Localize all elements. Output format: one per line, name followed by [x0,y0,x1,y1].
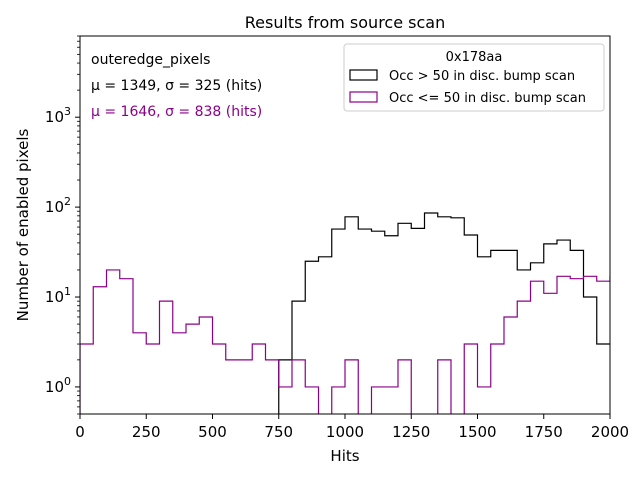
annotation-stats-occ-le-50: μ = 1646, σ = 838 (hits) [91,104,262,120]
y-axis: 100 101 102 103 [45,35,80,415]
x-tick-label: 2000 [591,423,629,441]
legend-title: 0x178aa [446,50,503,65]
histogram-series-1 [80,269,610,414]
x-tick-label: 1500 [458,423,496,441]
x-tick-label: 1000 [326,423,364,441]
legend-label-occ-le-50: Occ <= 50 in disc. bump scan [389,91,586,106]
plot-area: 0 250 500 750 1000 1250 1500 1750 2000 100 101 102… [45,35,629,441]
x-axis: 0 250 500 750 1000 1250 1500 1750 2000 [75,414,629,441]
x-axis-label: Hits [330,447,359,465]
x-tick-label: 500 [198,423,227,441]
y-axis-label: Number of enabled pixels [14,128,32,321]
x-tick-label: 750 [264,423,293,441]
legend-swatch-occ-gt-50 [349,69,378,81]
y-tick-label: 100 [45,375,71,396]
legend-swatch-occ-le-50 [349,91,378,103]
chart-title: Results from source scan [245,13,445,32]
x-tick-label: 1750 [525,423,563,441]
y-tick-label: 102 [45,195,71,216]
stats-annotations: outeredge_pixels μ = 1349, σ = 325 (hits… [91,52,262,120]
series-layer [80,212,610,414]
x-tick-label: 250 [132,423,161,441]
x-tick-label: 0 [75,423,85,441]
x-tick-label: 1250 [392,423,430,441]
y-tick-label: 103 [45,105,71,126]
annotation-dataset-name: outeredge_pixels [91,52,210,68]
annotation-stats-occ-gt-50: μ = 1349, σ = 325 (hits) [91,78,262,94]
legend-label-occ-gt-50: Occ > 50 in disc. bump scan [389,69,575,84]
histogram-series-0 [278,212,610,414]
legend-frame [343,43,605,112]
y-tick-label: 101 [45,285,71,306]
legend: 0x178aa Occ > 50 in disc. bump scan Occ … [343,43,605,112]
